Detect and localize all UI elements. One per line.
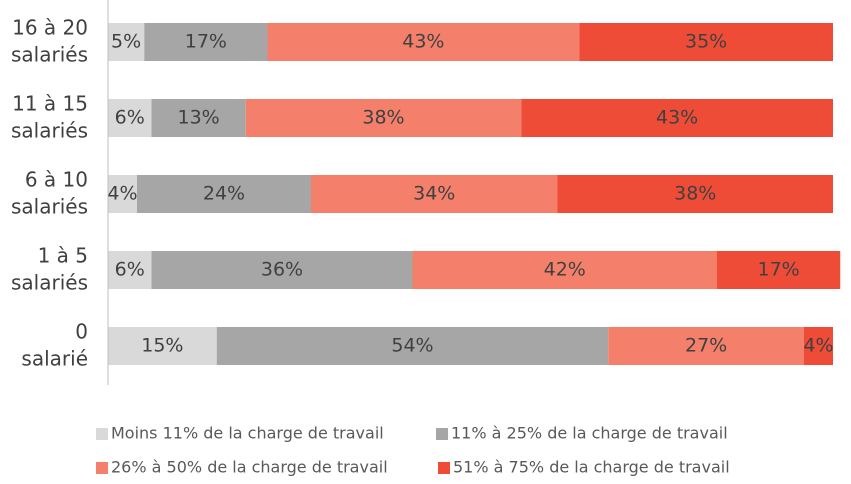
category-label: 0: [75, 320, 88, 344]
bar-segment: [608, 327, 804, 365]
value-label: 4%: [803, 335, 833, 357]
bar-segment: [717, 251, 841, 289]
bar-segment: [144, 23, 268, 61]
category-label: salarié: [21, 347, 88, 371]
legend-swatch: [96, 428, 108, 440]
bar-segment: [557, 175, 833, 213]
value-label: 42%: [544, 259, 586, 281]
value-label: 35%: [685, 31, 727, 53]
bar-segment: [108, 327, 217, 365]
category-label: 11 à 15: [12, 92, 88, 116]
legend-swatch: [438, 462, 450, 474]
value-label: 43%: [656, 107, 698, 129]
bar-segment: [108, 23, 145, 61]
value-label: 17%: [758, 259, 800, 281]
category-label: 16 à 20: [12, 16, 88, 40]
bar-segment: [151, 99, 246, 137]
value-label: 38%: [674, 183, 716, 205]
value-label: 4%: [107, 183, 137, 205]
bar-segment: [245, 99, 522, 137]
bar-segment: [804, 327, 833, 365]
legend-swatch: [436, 428, 448, 440]
value-label: 6%: [115, 259, 145, 281]
legend-swatch: [96, 462, 108, 474]
bar-segment: [216, 327, 609, 365]
value-label: 13%: [178, 107, 220, 129]
value-label: 17%: [185, 31, 227, 53]
category-label: salariés: [11, 195, 88, 219]
category-label: salariés: [11, 271, 88, 295]
category-label: salariés: [11, 43, 88, 67]
category-label: salariés: [11, 119, 88, 143]
legend-label: Moins 11% de la charge de travail: [111, 424, 384, 443]
legend-label: 26% à 50% de la charge de travail: [111, 458, 388, 477]
bar-segment: [108, 99, 152, 137]
value-label: 36%: [261, 259, 303, 281]
value-label: 27%: [685, 335, 727, 357]
bar-segment: [151, 251, 413, 289]
value-label: 5%: [111, 31, 141, 53]
value-label: 34%: [413, 183, 455, 205]
value-label: 38%: [362, 107, 404, 129]
value-label: 15%: [141, 335, 183, 357]
bar-segment: [108, 251, 152, 289]
legend-label: 11% à 25% de la charge de travail: [451, 424, 728, 443]
value-label: 43%: [402, 31, 444, 53]
value-label: 24%: [203, 183, 245, 205]
category-label: 6 à 10: [25, 168, 88, 192]
bar-segment: [108, 175, 137, 213]
bar-segment: [311, 175, 558, 213]
bar-segment: [579, 23, 833, 61]
bar-segment: [521, 99, 833, 137]
value-label: 54%: [391, 335, 433, 357]
bar-segment: [137, 175, 311, 213]
value-label: 6%: [115, 107, 145, 129]
legend-label: 51% à 75% de la charge de travail: [453, 458, 730, 477]
bar-segment: [412, 251, 717, 289]
category-label: 1 à 5: [38, 244, 88, 268]
bar-segment: [267, 23, 580, 61]
